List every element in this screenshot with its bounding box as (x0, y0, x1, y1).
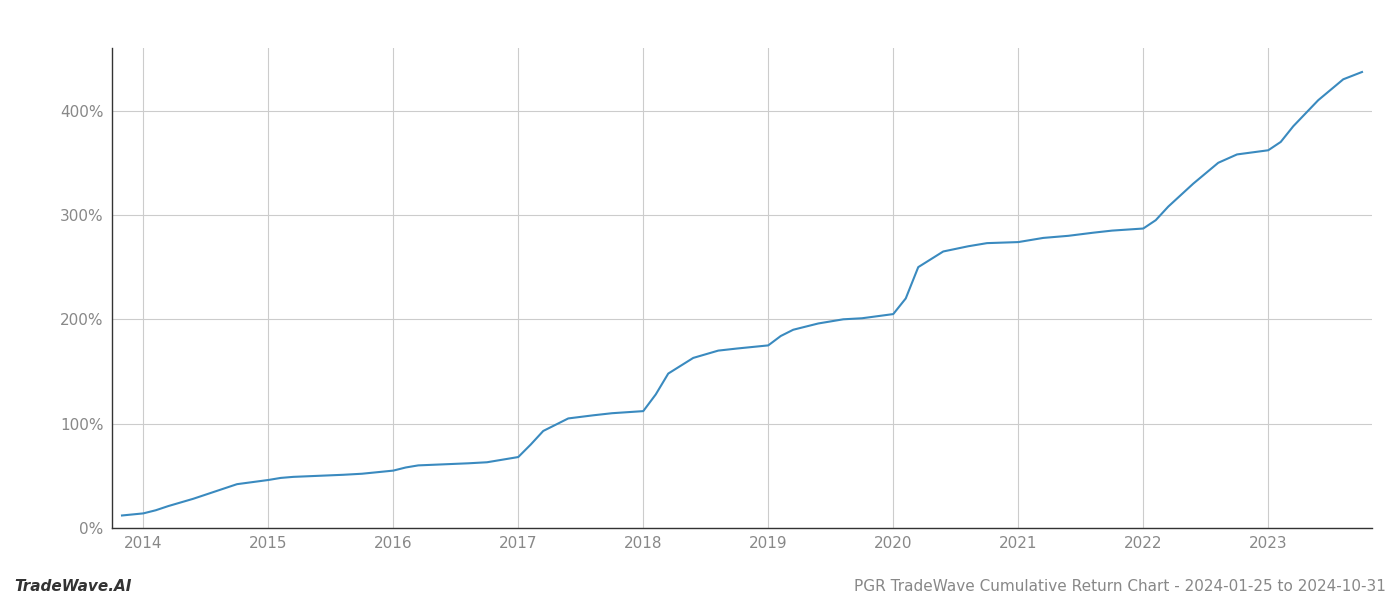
Text: TradeWave.AI: TradeWave.AI (14, 579, 132, 594)
Text: PGR TradeWave Cumulative Return Chart - 2024-01-25 to 2024-10-31: PGR TradeWave Cumulative Return Chart - … (854, 579, 1386, 594)
